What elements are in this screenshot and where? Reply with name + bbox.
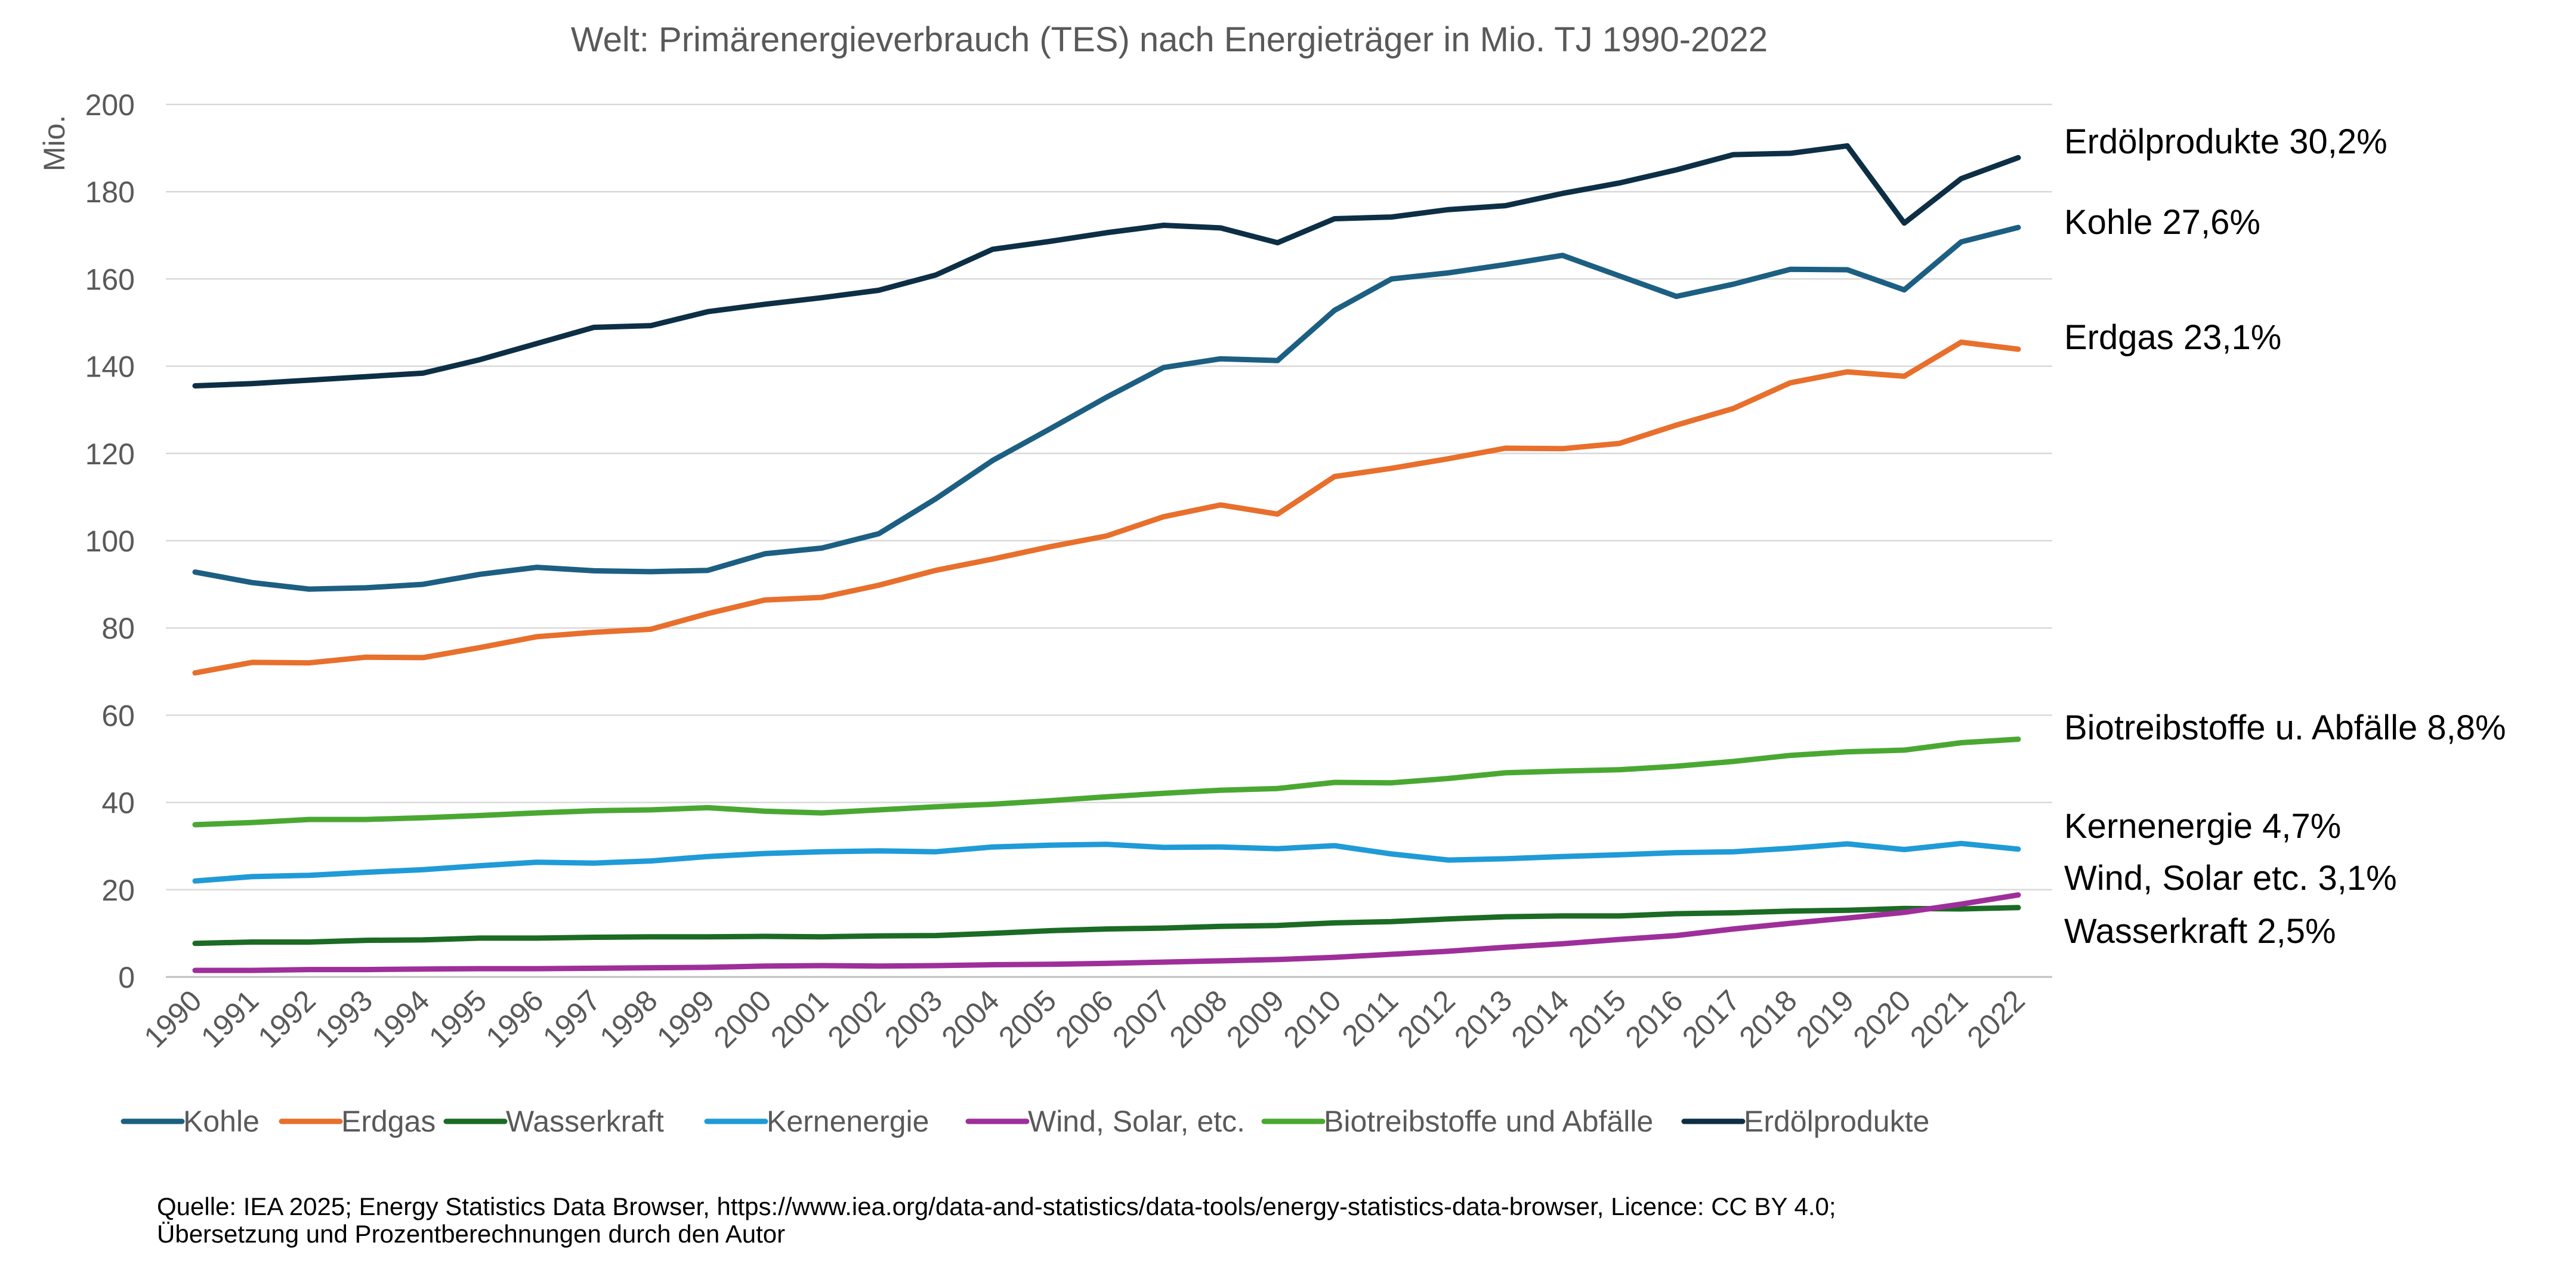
y-tick-label: 20 [101, 874, 135, 907]
y-tick-label: 80 [101, 612, 135, 645]
source-line: Quelle: IEA 2025; Energy Statistics Data… [157, 1192, 1836, 1220]
y-tick-label: 100 [85, 525, 135, 558]
end-label-biotreibstoffe-und-abf-lle: Biotreibstoffe u. Abfälle 8,8% [2064, 708, 2506, 747]
y-tick-label: 160 [85, 263, 135, 296]
legend-label-kernenergie: Kernenergie [767, 1105, 929, 1138]
end-label-wasserkraft: Wasserkraft 2,5% [2064, 912, 2336, 951]
end-label-erdgas: Erdgas 23,1% [2064, 318, 2281, 357]
series-line-erdgas [192, 339, 2021, 676]
legend-label-erd-lprodukte: Erdölprodukte [1744, 1105, 1929, 1138]
series-line-wind-solar-etc [192, 892, 2021, 973]
y-axis-ticks: 0 20 40 60 80 100 120 140 160 180 200 [85, 88, 135, 994]
end-label-erd-lprodukte: Erdölprodukte 30,2% [2064, 122, 2387, 161]
legend-label-wasserkraft: Wasserkraft [506, 1105, 664, 1138]
source-note: Quelle: IEA 2025; Energy Statistics Data… [157, 1192, 1836, 1248]
series-line-kernenergie [192, 840, 2021, 884]
series-line-biotreibstoffe-und-abf-lle [192, 736, 2021, 828]
legend: Kohle Erdgas Wasserkraft Kernenergie Wind, S… [121, 1105, 1929, 1138]
series-line-kohle [192, 224, 2021, 592]
y-tick-label: 140 [85, 350, 135, 384]
y-tick-label: 120 [85, 437, 135, 471]
chart-title: Welt: Primärenergieverbrauch (TES) nach … [571, 20, 1768, 59]
end-labels: Erdölprodukte 30,2% Kohle 27,6% Erdgas 23,… [2064, 122, 2506, 951]
y-tick-label: 180 [85, 175, 135, 209]
legend-label-kohle: Kohle [183, 1105, 260, 1138]
y-tick-label: 200 [85, 88, 135, 122]
y-axis-label: Mio. [38, 115, 71, 171]
gridlines [166, 103, 2052, 978]
end-label-kohle: Kohle 27,6% [2064, 203, 2260, 242]
legend-label-wind-solar-etc: Wind, Solar, etc. [1028, 1105, 1245, 1138]
legend-label-erdgas: Erdgas [341, 1105, 435, 1138]
series-lines [192, 143, 2021, 973]
end-label-wind-solar-etc: Wind, Solar etc. 3,1% [2064, 859, 2397, 898]
series-line-wasserkraft [192, 905, 2021, 947]
y-tick-label: 0 [118, 961, 135, 994]
y-tick-label: 60 [101, 699, 135, 732]
series-line-erd-lprodukte [192, 143, 2021, 389]
y-tick-label: 40 [101, 787, 135, 820]
source-line: Übersetzung und Prozentberechnungen durc… [157, 1220, 785, 1248]
legend-label-biotreibstoffe-und-abf-lle: Biotreibstoffe und Abfälle [1324, 1105, 1653, 1138]
end-label-kernenergie: Kernenergie 4,7% [2064, 807, 2341, 846]
